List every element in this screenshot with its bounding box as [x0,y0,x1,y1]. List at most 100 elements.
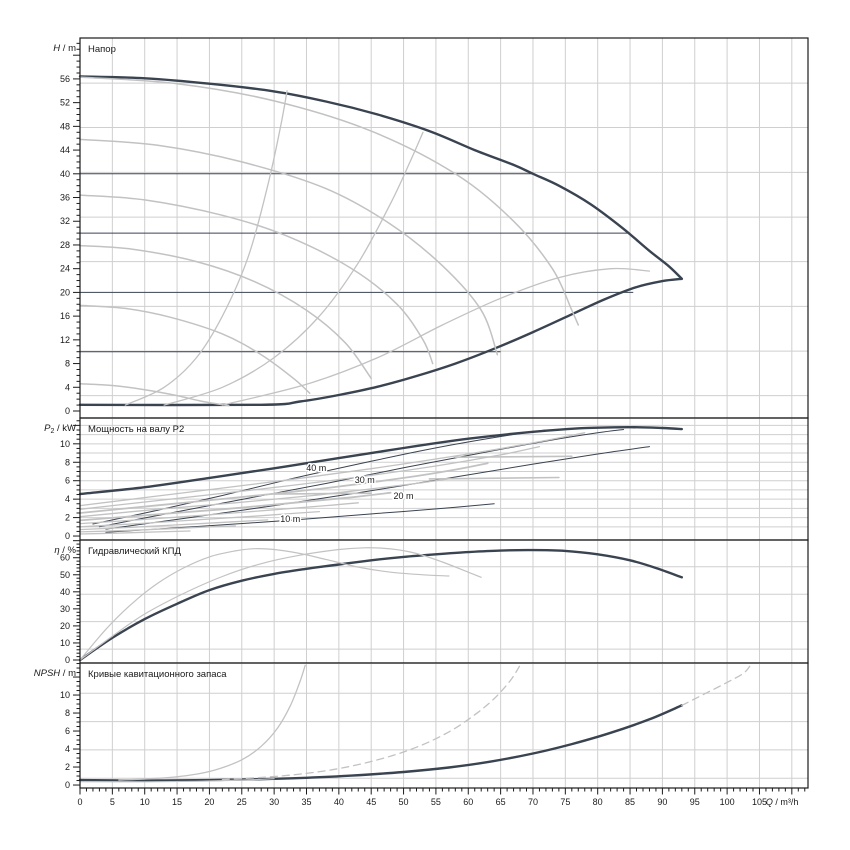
y-tick-label-power: 8 [65,457,70,467]
panel-title-power: Мощность на валу P2 [88,424,184,435]
y-tick-label-head: 52 [60,98,70,108]
x-axis-unit-label: Q / m³/h [766,797,799,807]
power-30m [98,429,625,528]
speed-curve-a [79,76,580,326]
x-tick-label: 90 [657,797,667,807]
axis-unit-label-npsh: NPSH / m [34,668,76,679]
power-gray-4 [79,478,450,518]
panel-npsh: NPSH / m [34,662,809,789]
efficiency-gray-2 [79,547,482,661]
x-tick-label: 0 [77,797,82,807]
y-tick-label-head: 40 [60,169,70,179]
panel-efficiency: η / % [54,539,809,664]
limit-parabola-2 [163,131,424,406]
speed-curve-f [79,382,230,407]
max-speed-head-upper-envelope [78,75,683,280]
power-gray-2 [79,445,541,510]
y-tick-label-efficiency: 30 [60,604,70,614]
panel-border-head [79,37,809,419]
power-flat-seg-2 [428,476,560,480]
y-tick-label-power: 2 [65,513,70,523]
x-tick-label: 30 [269,797,279,807]
x-tick-label: 105 [752,797,767,807]
curve-label-30m: 30 m [355,475,375,485]
x-tick-label: 45 [366,797,376,807]
y-tick-label-efficiency: 60 [60,553,70,563]
y-tick-label-power: 6 [65,476,70,486]
y-tick-label-efficiency: 50 [60,570,70,580]
efficiency-gray-1 [79,548,450,661]
y-tick-label-efficiency: 40 [60,587,70,597]
axis-unit-label-power: P2 / kW [44,423,76,435]
x-tick-label: 15 [172,797,182,807]
speed-curve-e [79,304,311,394]
npsh-main-extension [681,665,751,707]
y-tick-label-head: 48 [60,121,70,131]
power-gray-1 [79,432,586,507]
x-tick-label: 5 [110,797,115,807]
y-tick-label-head: 12 [60,335,70,345]
efficiency-range-curve [78,548,683,662]
power-20m [105,446,650,530]
x-tick-label: 75 [560,797,570,807]
speed-curve-d [79,244,372,380]
npsh-main-curve [78,704,683,782]
power-gray-7 [79,510,321,528]
y-tick-label-power: 4 [65,494,70,504]
x-tick-label: 85 [625,797,635,807]
y-tick-label-npsh: 6 [65,726,70,736]
power-gray-8 [79,519,269,531]
y-tick-label-head: 28 [60,240,70,250]
curve-label-40m: 40 m [306,463,326,473]
y-tick-label-npsh: 2 [65,762,70,772]
power-40m [92,429,547,525]
y-tick-label-efficiency: 0 [65,655,70,665]
power-gray-10 [79,530,191,535]
y-tick-label-npsh: 0 [65,780,70,790]
power-10m [105,503,495,533]
y-tick-label-head: 24 [60,264,70,274]
y-tick-label-power: 10 [60,439,70,449]
panel-head: H / m [53,37,809,419]
npsh-gray-3 [79,778,275,783]
panel-title-head: Напор [88,44,116,55]
speed-curve-c [79,194,434,365]
y-tick-label-npsh: 10 [60,690,70,700]
panel-border-efficiency [79,539,809,664]
min-speed-head-lower-envelope [78,277,683,407]
npsh-gray-2 [221,664,521,781]
y-tick-label-head: 8 [65,359,70,369]
panel-border-npsh [79,662,809,789]
x-tick-label: 40 [334,797,344,807]
axis-unit-label-head: H / m [53,43,76,54]
max-speed-power [78,426,683,496]
power-flat-seg-1 [454,455,573,458]
y-tick-label-head: 44 [60,145,70,155]
x-tick-label: 35 [301,797,311,807]
x-tick-label: 70 [528,797,538,807]
y-tick-label-efficiency: 10 [60,638,70,648]
x-tick-label: 80 [593,797,603,807]
panel-title-efficiency: Гидравлический КПД [88,546,181,557]
curve-label-20m: 20 m [394,491,414,501]
panel-power: 40 m 30 m 20 m 10 m P2 / kW [44,417,809,541]
limit-parabola-3 [221,267,651,406]
panel-title-npsh: Кривые кавитационного запаса [88,669,227,680]
x-tick-label: 60 [463,797,473,807]
x-tick-label: 25 [237,797,247,807]
x-tick-label: 95 [690,797,700,807]
power-gray-5 [79,491,392,522]
x-tick-label: 20 [204,797,214,807]
y-tick-label-head: 32 [60,216,70,226]
npsh-gray-1 [118,664,306,781]
x-tick-label: 55 [431,797,441,807]
y-tick-label-head: 36 [60,193,70,203]
limit-parabola-1 [124,90,288,406]
x-tick-label: 50 [399,797,409,807]
power-gray-6 [79,502,359,525]
power-gray-3 [79,462,489,514]
y-tick-label-efficiency: 20 [60,621,70,631]
y-tick-label-head: 0 [65,406,70,416]
